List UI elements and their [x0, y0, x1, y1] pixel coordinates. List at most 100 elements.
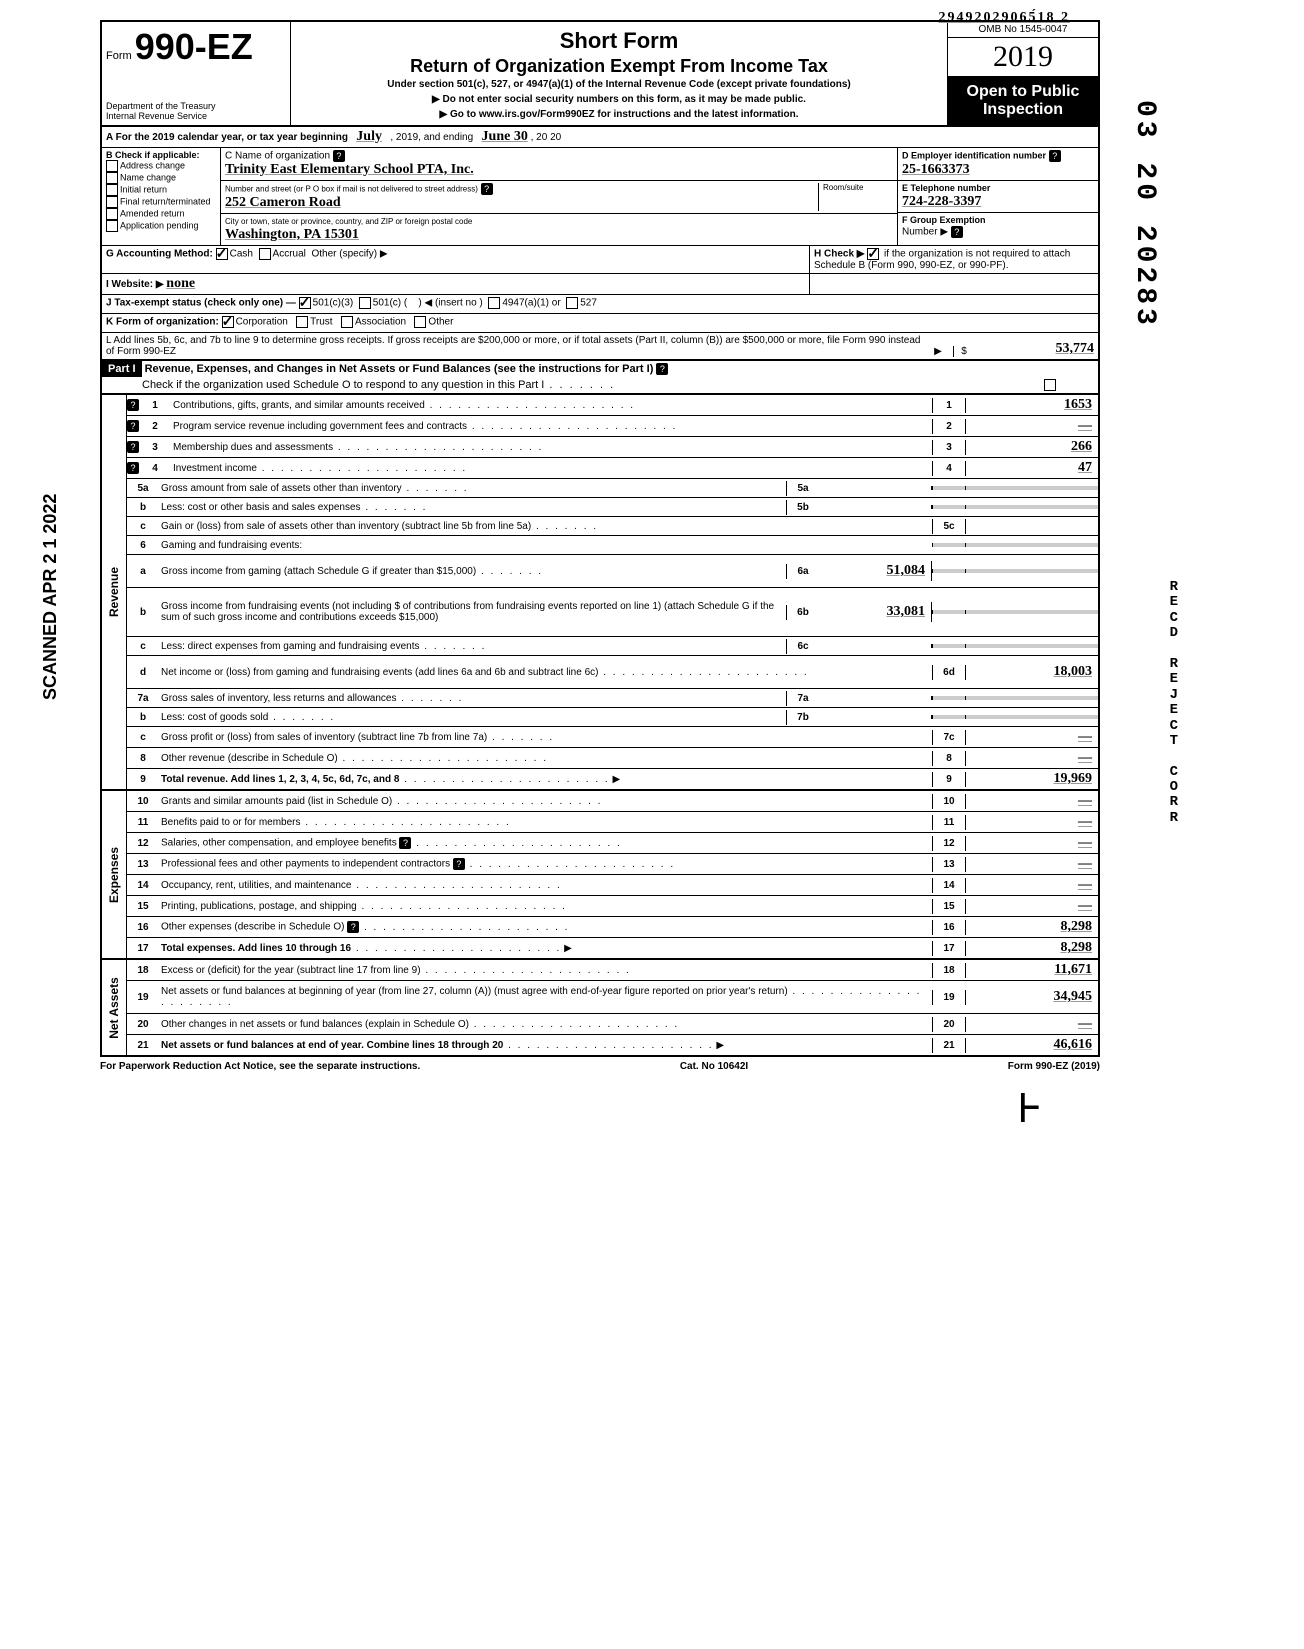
row-a: A For the 2019 calendar year, or tax yea…: [100, 127, 1100, 148]
help-icon: ?: [481, 183, 493, 195]
checkbox-amended[interactable]: [106, 208, 118, 220]
checkbox-schedule-o[interactable]: [1044, 379, 1056, 391]
line-16-amt: 8,298: [966, 917, 1098, 937]
part-1-header: Part I Revenue, Expenses, and Changes in…: [100, 361, 1100, 395]
line-7c-amt: —: [966, 727, 1098, 747]
help-icon: ?: [399, 837, 411, 849]
help-icon: ?: [127, 399, 139, 411]
row-e-label: E Telephone number: [902, 183, 990, 193]
tax-year: 2019: [948, 38, 1098, 77]
checkbox-schedule-b[interactable]: [867, 248, 879, 260]
page-footer: For Paperwork Reduction Act Notice, see …: [100, 1061, 1100, 1072]
help-icon: ?: [127, 441, 139, 453]
checkbox-address-change[interactable]: [106, 160, 118, 172]
revenue-section: Revenue ?1Contributions, gifts, grants, …: [100, 395, 1100, 791]
line-15-amt: —: [966, 896, 1098, 916]
row-c-label: C Name of organization: [225, 151, 330, 162]
dept-line-2: Internal Revenue Service: [106, 111, 286, 121]
help-icon: ?: [347, 921, 359, 933]
line-17-amt: 8,298: [966, 938, 1098, 958]
org-city: Washington, PA 15301: [225, 227, 359, 242]
open-to-public: Open to Public Inspection: [948, 77, 1098, 125]
line-1-amt: 1653: [966, 395, 1098, 415]
org-name: Trinity East Elementary School PTA, Inc.: [225, 162, 474, 177]
line-4-amt: 47: [966, 458, 1098, 478]
checkbox-501c3[interactable]: [299, 297, 311, 309]
line-7a-amt: [819, 696, 932, 700]
form-subtitle: Under section 501(c), 527, or 4947(a)(1)…: [295, 79, 943, 90]
document-number: 29492029065́18 2: [939, 10, 1071, 26]
form-header: Form 990-EZ Department of the Treasury I…: [100, 20, 1100, 127]
tax-year-begin: July: [356, 129, 382, 144]
row-k: K Form of organization: Corporation Trus…: [100, 314, 1100, 333]
help-icon: ?: [127, 462, 139, 474]
scanned-stamp: SCANNED APR 2 1 2022: [40, 494, 61, 700]
checkbox-application-pending[interactable]: [106, 220, 118, 232]
tax-year-end-month: June 30: [482, 129, 528, 144]
line-2-amt: —: [966, 416, 1098, 436]
checkbox-final-return[interactable]: [106, 196, 118, 208]
checkbox-4947[interactable]: [488, 297, 500, 309]
help-icon: ?: [127, 420, 139, 432]
line-3-amt: 266: [966, 437, 1098, 457]
dept-line-1: Department of the Treasury: [106, 101, 286, 111]
checkbox-trust[interactable]: [296, 316, 308, 328]
line-11-amt: —: [966, 812, 1098, 832]
checkbox-501c[interactable]: [359, 297, 371, 309]
line-5c-amt: [966, 524, 1098, 528]
form-prefix: Form: [106, 50, 132, 62]
help-icon: ?: [453, 858, 465, 870]
checkbox-cash[interactable]: [216, 248, 228, 260]
line-6d-amt: 18,003: [966, 662, 1098, 682]
row-g-h: G Accounting Method: Cash Accrual Other …: [100, 246, 1100, 274]
row-f-label: F Group Exemption: [902, 215, 986, 225]
side-reject-stamp: RECD REJECT CORR: [1170, 580, 1180, 826]
checkbox-accrual[interactable]: [259, 248, 271, 260]
checkbox-association[interactable]: [341, 316, 353, 328]
checkbox-other-org[interactable]: [414, 316, 426, 328]
expenses-section: Expenses 10Grants and similar amounts pa…: [100, 791, 1100, 960]
ein: 25-1663373: [902, 162, 970, 177]
footer-left: For Paperwork Reduction Act Notice, see …: [100, 1061, 420, 1072]
line-6b-amt: 33,081: [819, 602, 932, 622]
line-19-amt: 34,945: [966, 987, 1098, 1007]
checkbox-name-change[interactable]: [106, 172, 118, 184]
instruction-2: ▶ Go to www.irs.gov/Form990EZ for instru…: [295, 109, 943, 120]
line-14-amt: —: [966, 875, 1098, 895]
help-icon: ?: [333, 150, 345, 162]
org-address: 252 Cameron Road: [225, 195, 341, 210]
checkbox-corporation[interactable]: [222, 316, 234, 328]
line-8-amt: —: [966, 748, 1098, 768]
line-10-amt: —: [966, 791, 1098, 811]
line-5b-amt: [819, 505, 932, 509]
line-7b-amt: [819, 715, 932, 719]
row-l: L Add lines 5b, 6c, and 7b to line 9 to …: [100, 333, 1100, 361]
form-title-2: Return of Organization Exempt From Incom…: [295, 56, 943, 77]
line-6c-amt: [819, 644, 932, 648]
line-9-amt: 19,969: [966, 769, 1098, 789]
line-18-amt: 11,671: [966, 960, 1098, 980]
side-stamp: 03 20 20283: [1129, 100, 1160, 329]
website: none: [166, 276, 195, 291]
line-5a-amt: [819, 486, 932, 490]
form-title-1: Short Form: [295, 28, 943, 54]
instruction-1: ▶ Do not enter social security numbers o…: [295, 94, 943, 105]
initials-mark: Ꮀ: [1019, 1085, 1040, 1132]
footer-mid: Cat. No 10642I: [680, 1061, 748, 1072]
line-20-amt: —: [966, 1014, 1098, 1034]
line-6a-amt: 51,084: [819, 561, 932, 581]
help-icon: ?: [951, 226, 963, 238]
help-icon: ?: [656, 363, 668, 375]
checkbox-527[interactable]: [566, 297, 578, 309]
gross-receipts: 53,774: [974, 341, 1094, 357]
room-suite-label: Room/suite: [818, 183, 893, 211]
line-13-amt: —: [966, 854, 1098, 874]
form-number: 990-EZ: [135, 26, 253, 67]
phone: 724-228-3397: [902, 194, 981, 209]
line-12-amt: —: [966, 833, 1098, 853]
row-d-label: D Employer identification number: [902, 151, 1046, 161]
info-block: B Check if applicable: Address change Na…: [100, 148, 1100, 246]
checkbox-initial-return[interactable]: [106, 184, 118, 196]
help-icon: ?: [1049, 150, 1061, 162]
line-21-amt: 46,616: [966, 1035, 1098, 1055]
